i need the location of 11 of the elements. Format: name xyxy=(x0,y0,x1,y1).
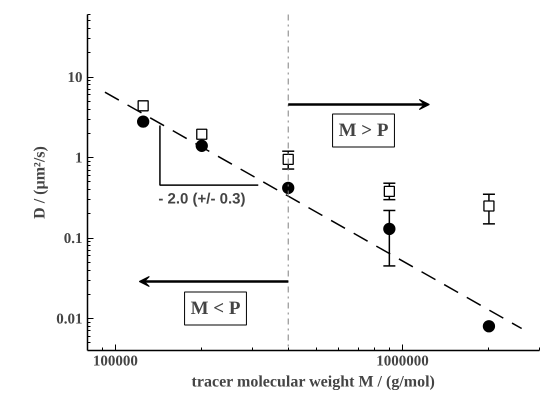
annotation: - 2.0 (+/- 0.3) xyxy=(158,190,246,208)
annotation: M > P xyxy=(338,120,389,141)
y-tick-label: 10 xyxy=(68,70,82,86)
x-tick-label: 100000 xyxy=(92,354,138,370)
x-tick-label: 1000000 xyxy=(376,354,429,370)
y-tick-label: 1 xyxy=(75,150,82,167)
x-axis-title: tracer molecular weight M / (g/mol) xyxy=(192,374,435,390)
y-axis-title: D / (µm²/s) xyxy=(31,146,48,219)
annotation: M < P xyxy=(190,298,241,319)
y-tick-label: 0.1 xyxy=(64,231,82,248)
y-tick-label: 0.01 xyxy=(56,311,82,328)
